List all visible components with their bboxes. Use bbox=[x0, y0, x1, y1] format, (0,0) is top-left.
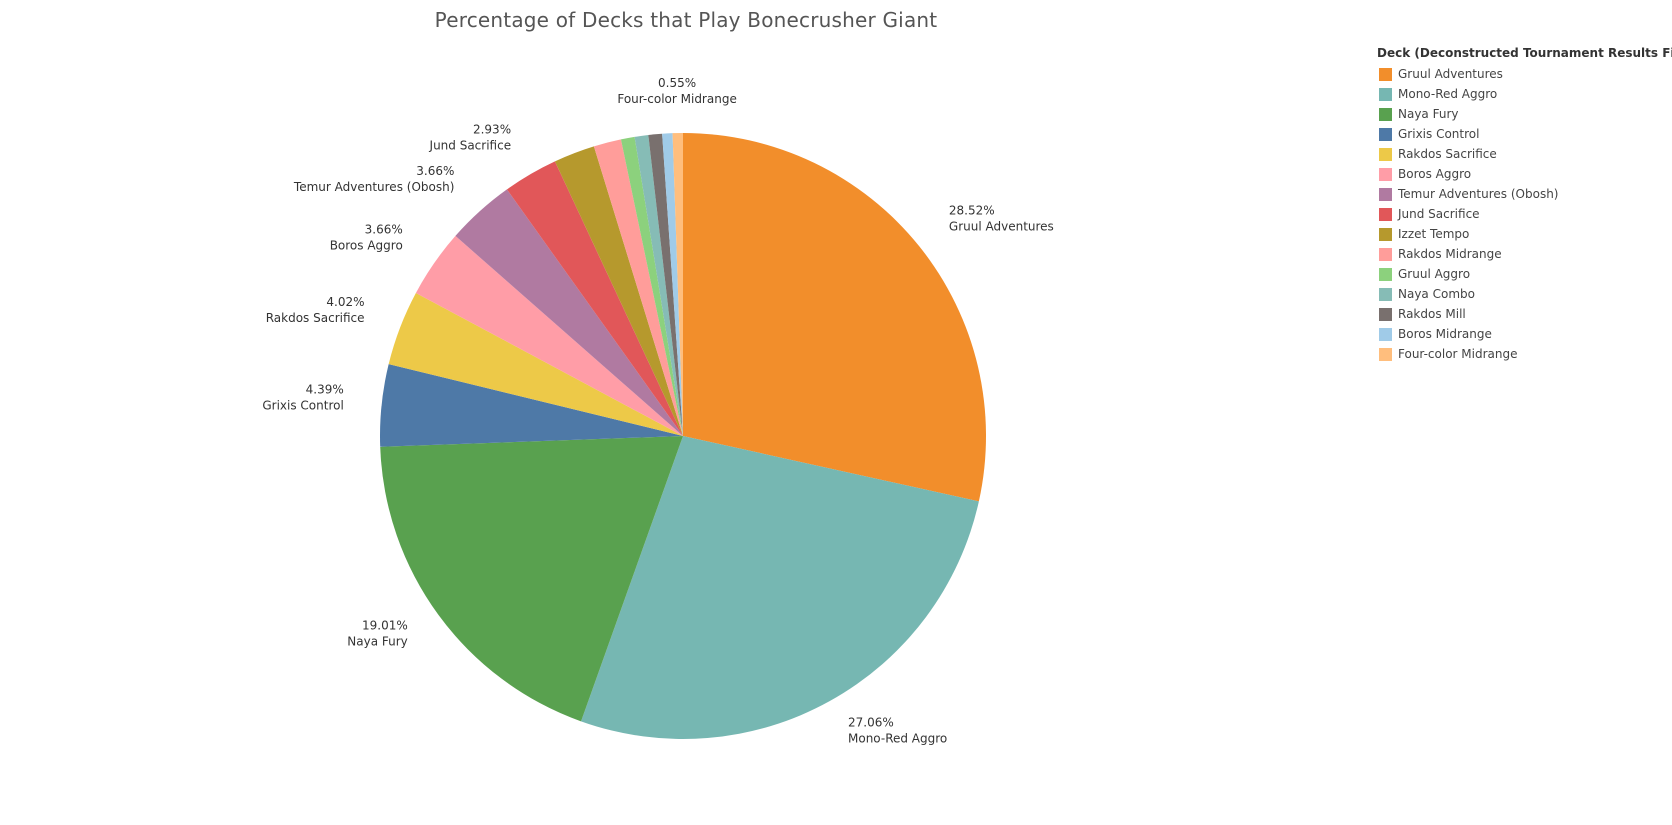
pie-slice-mono-red-aggro[interactable] bbox=[581, 436, 979, 739]
legend-swatch bbox=[1379, 207, 1392, 221]
pie-slice-grixis-control[interactable] bbox=[379, 364, 683, 447]
legend-swatch bbox=[1379, 227, 1392, 241]
legend-swatch bbox=[1379, 247, 1392, 261]
legend-items: Gruul Adventures Mono-Red Aggro Naya Fury G… bbox=[1377, 64, 1672, 364]
legend-swatch bbox=[1379, 87, 1392, 101]
pie-slice-rakdos-midrange[interactable] bbox=[593, 139, 683, 437]
legend-item-naya-combo[interactable]: Naya Combo bbox=[1377, 284, 1672, 304]
legend-item-rakdos-mill[interactable]: Rakdos Mill bbox=[1377, 304, 1672, 324]
slice-percent-label: 4.02% bbox=[326, 295, 364, 309]
legend-item-gruul-adventures[interactable]: Gruul Adventures bbox=[1377, 64, 1672, 84]
slice-name-label: Grixis Control bbox=[262, 398, 343, 412]
legend-label: Boros Midrange bbox=[1398, 327, 1492, 341]
legend-item-gruul-aggro[interactable]: Gruul Aggro bbox=[1377, 264, 1672, 284]
pie-slice-boros-aggro[interactable] bbox=[415, 235, 683, 436]
legend-swatch bbox=[1379, 167, 1392, 181]
slice-name-label: Boros Aggro bbox=[330, 239, 403, 253]
pie-slice-jund-sacrifice[interactable] bbox=[506, 161, 683, 436]
slice-name-label: Gruul Adventures bbox=[949, 220, 1054, 234]
legend-item-mono-red-aggro[interactable]: Mono-Red Aggro bbox=[1377, 84, 1672, 104]
slice-percent-label: 4.39% bbox=[306, 382, 344, 396]
pie-slice-boros-midrange[interactable] bbox=[662, 133, 683, 436]
legend-item-temur-adventures-obosh[interactable]: Temur Adventures (Obosh) bbox=[1377, 184, 1672, 204]
slice-name-label: Temur Adventures (Obosh) bbox=[293, 180, 454, 194]
slice-name-label: Naya Fury bbox=[347, 634, 408, 648]
slice-name-label: Jund Sacrifice bbox=[429, 139, 512, 153]
legend-swatch bbox=[1379, 347, 1392, 361]
legend-swatch bbox=[1379, 287, 1392, 301]
chart-title: Percentage of Decks that Play Bonecrushe… bbox=[434, 8, 938, 32]
legend-swatch bbox=[1379, 267, 1392, 281]
legend-title: Deck (Deconstructed Tournament Results F… bbox=[1377, 46, 1672, 60]
legend-swatch bbox=[1379, 187, 1392, 201]
slice-percent-label: 0.55% bbox=[658, 76, 696, 90]
pie-chart: 28.52% Gruul Adventures 27.06% Mono-Red Agg… bbox=[262, 76, 1053, 745]
slice-name-label: Four-color Midrange bbox=[617, 92, 736, 106]
pie-slice-izzet-tempo[interactable] bbox=[554, 146, 683, 436]
legend-label: Temur Adventures (Obosh) bbox=[1398, 187, 1559, 201]
slice-percent-label: 2.93% bbox=[473, 123, 511, 137]
legend-item-four-color-midrange[interactable]: Four-color Midrange bbox=[1377, 344, 1672, 364]
legend-item-rakdos-midrange[interactable]: Rakdos Midrange bbox=[1377, 244, 1672, 264]
legend-label: Izzet Tempo bbox=[1398, 227, 1470, 241]
legend-item-naya-fury[interactable]: Naya Fury bbox=[1377, 104, 1672, 124]
slice-percent-label: 19.01% bbox=[362, 618, 408, 632]
legend-label: Naya Combo bbox=[1398, 287, 1475, 301]
slice-percent-label: 3.66% bbox=[416, 164, 454, 178]
legend-swatch bbox=[1379, 307, 1392, 321]
legend-swatch bbox=[1379, 147, 1392, 161]
pie-slices bbox=[379, 133, 987, 739]
slice-percent-label: 27.06% bbox=[848, 715, 894, 729]
pie-slice-temur-adventures-obosh[interactable] bbox=[455, 189, 683, 436]
pie-labels: 28.52% Gruul Adventures 27.06% Mono-Red Agg… bbox=[262, 76, 1053, 745]
legend-label: Four-color Midrange bbox=[1398, 347, 1518, 361]
legend-item-boros-midrange[interactable]: Boros Midrange bbox=[1377, 324, 1672, 344]
legend-item-jund-sacrifice[interactable]: Jund Sacrifice bbox=[1377, 204, 1672, 224]
legend-label: Naya Fury bbox=[1398, 107, 1459, 121]
slice-name-label: Rakdos Sacrifice bbox=[266, 311, 365, 325]
legend-label: Rakdos Sacrifice bbox=[1398, 147, 1497, 161]
legend-swatch bbox=[1379, 327, 1392, 341]
legend-label: Rakdos Midrange bbox=[1398, 247, 1502, 261]
legend-item-izzet-tempo[interactable]: Izzet Tempo bbox=[1377, 224, 1672, 244]
slice-percent-label: 3.66% bbox=[365, 223, 403, 237]
slice-name-label: Mono-Red Aggro bbox=[848, 731, 947, 745]
legend-label: Boros Aggro bbox=[1398, 167, 1472, 181]
legend-item-grixis-control[interactable]: Grixis Control bbox=[1377, 124, 1672, 144]
legend-label: Rakdos Mill bbox=[1398, 307, 1466, 321]
legend-item-boros-aggro[interactable]: Boros Aggro bbox=[1377, 164, 1672, 184]
legend: Deck (Deconstructed Tournament Results F… bbox=[1377, 46, 1672, 364]
legend-swatch bbox=[1379, 127, 1392, 141]
slice-percent-label: 28.52% bbox=[949, 204, 995, 218]
legend-swatch bbox=[1379, 67, 1392, 81]
legend-label: Mono-Red Aggro bbox=[1398, 87, 1498, 101]
pie-slice-gruul-adventures[interactable] bbox=[683, 133, 987, 502]
legend-label: Grixis Control bbox=[1398, 127, 1480, 141]
pie-slice-four-color-midrange[interactable] bbox=[672, 133, 683, 436]
legend-label: Gruul Adventures bbox=[1398, 67, 1503, 81]
legend-label: Gruul Aggro bbox=[1398, 267, 1471, 281]
legend-label: Jund Sacrifice bbox=[1398, 207, 1480, 221]
legend-swatch bbox=[1379, 107, 1392, 121]
pie-slice-rakdos-mill[interactable] bbox=[648, 133, 683, 436]
pie-slice-naya-fury[interactable] bbox=[380, 436, 683, 722]
pie-slice-rakdos-sacrifice[interactable] bbox=[388, 292, 683, 436]
pie-slice-gruul-aggro[interactable] bbox=[620, 136, 683, 436]
pie-slice-naya-combo[interactable] bbox=[634, 134, 683, 437]
legend-item-rakdos-sacrifice[interactable]: Rakdos Sacrifice bbox=[1377, 144, 1672, 164]
